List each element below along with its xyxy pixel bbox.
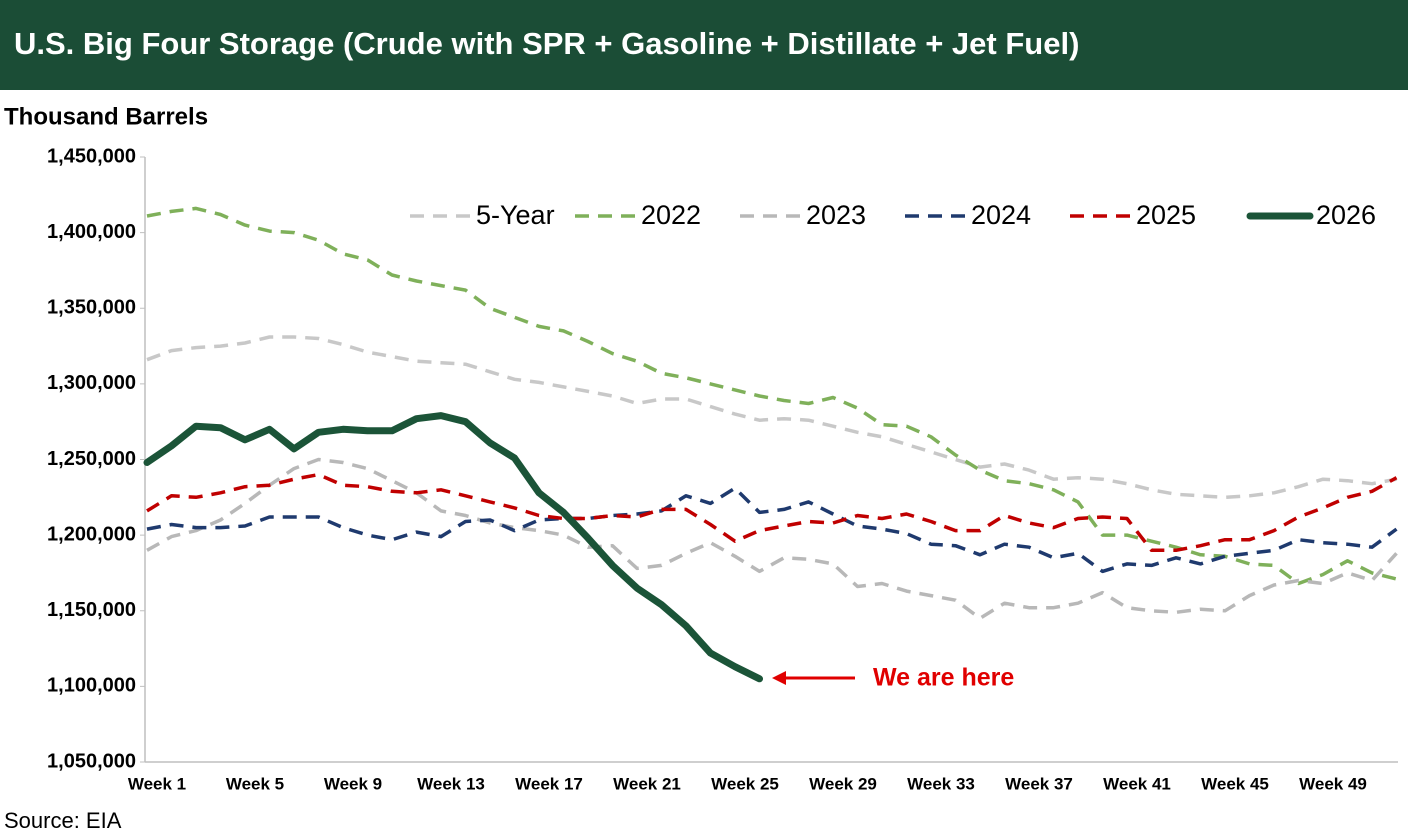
series-line [146, 206, 1397, 586]
x-tick-label: Week 5 [226, 774, 284, 793]
legend-label: 2022 [641, 200, 701, 230]
series-line [146, 486, 1398, 574]
source-note: Source: EIA [4, 808, 122, 833]
x-tick-label: Week 45 [1201, 774, 1269, 793]
y-tick-label: 1,350,000 [47, 297, 136, 319]
x-tick-label: Week 25 [711, 774, 779, 793]
y-tick-label: 1,050,000 [47, 750, 136, 772]
series-line [146, 457, 1398, 621]
series-line [143, 412, 763, 683]
x-tick-label: Week 41 [1103, 774, 1171, 793]
y-axis-title: Thousand Barrels [4, 103, 208, 130]
y-tick-label: 1,300,000 [47, 372, 136, 394]
y-tick-label: 1,150,000 [47, 599, 136, 621]
x-tick-label: Week 37 [1005, 774, 1073, 793]
x-tick-label: Week 17 [515, 774, 583, 793]
annotation-arrowhead [772, 671, 786, 685]
y-tick-label: 1,200,000 [47, 523, 136, 545]
x-tick-label: Week 21 [613, 774, 681, 793]
x-tick-label: Week 29 [809, 774, 877, 793]
x-tick-label: Week 49 [1299, 774, 1367, 793]
annotation: We are here [873, 664, 1014, 692]
y-tick-label: 1,100,000 [47, 675, 136, 697]
x-tick-label: Week 9 [324, 774, 382, 793]
series-line [146, 335, 1397, 500]
x-tick-label: Week 33 [907, 774, 975, 793]
chart-title: U.S. Big Four Storage (Crude with SPR + … [14, 26, 1079, 61]
legend-label: 2024 [971, 200, 1031, 230]
x-tick-label: Week 13 [417, 774, 485, 793]
legend-label: 5-Year [476, 200, 555, 230]
y-tick-label: 1,450,000 [47, 145, 136, 167]
x-tick-label: Week 1 [128, 774, 186, 793]
y-tick-label: 1,250,000 [47, 448, 136, 470]
series-line [146, 472, 1398, 553]
legend-label: 2026 [1316, 200, 1376, 230]
legend-label: 2025 [1136, 200, 1196, 230]
title-bar [0, 0, 1408, 90]
y-tick-label: 1,400,000 [47, 221, 136, 243]
legend-label: 2023 [806, 200, 866, 230]
